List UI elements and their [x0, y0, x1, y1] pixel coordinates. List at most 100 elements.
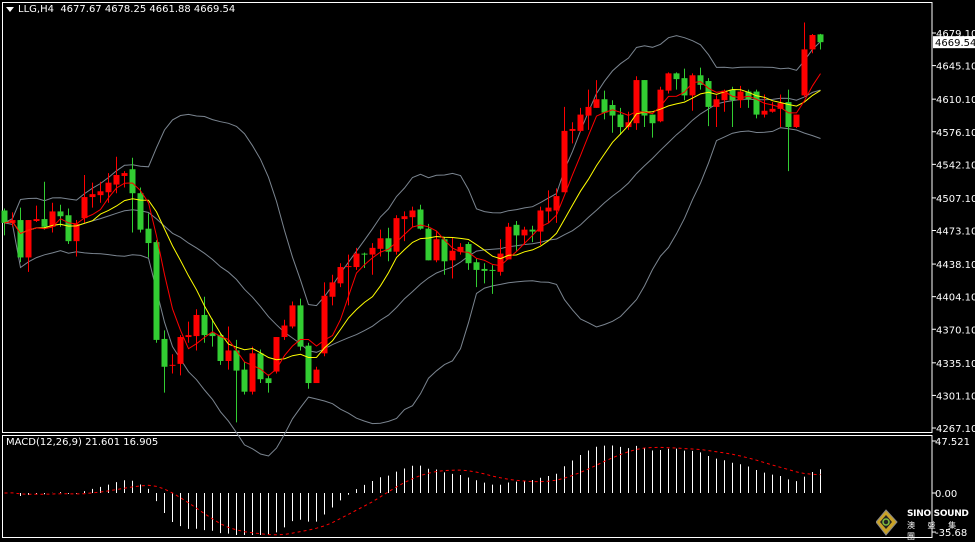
candle-body: [249, 353, 256, 392]
symbol-label: LLG,H4: [18, 4, 54, 15]
candle: [89, 182, 96, 208]
candle: [801, 22, 808, 98]
candle-body: [161, 338, 168, 367]
candle-body: [569, 128, 576, 131]
candle: [17, 207, 24, 263]
candle: [769, 102, 776, 113]
candle: [137, 187, 144, 233]
candle-body: [801, 49, 808, 96]
candle: [201, 296, 208, 343]
candle-body: [17, 220, 24, 258]
candle-body: [601, 99, 608, 113]
candle: [321, 282, 328, 357]
candle-body: [57, 211, 64, 217]
logo-text: SINO SOUND: [907, 509, 969, 519]
dropdown-triangle-icon[interactable]: [6, 6, 14, 12]
candle-body: [521, 229, 528, 236]
candle: [449, 237, 456, 279]
sino-sound-logo-icon: [876, 509, 898, 536]
candle-body: [385, 238, 392, 252]
candle-body: [425, 228, 432, 261]
candle: [33, 205, 40, 222]
candle-body: [137, 193, 144, 230]
candle: [49, 202, 56, 233]
candle-body: [737, 91, 744, 101]
candle: [185, 321, 192, 343]
candle: [753, 89, 760, 119]
candle-body: [153, 242, 160, 340]
candle-body: [257, 353, 264, 380]
ohlc-values: 4677.67 4678.25 4661.88 4669.54: [60, 4, 236, 15]
candle-body: [65, 215, 72, 242]
candle: [721, 89, 728, 112]
macd-tick-label: 0.00: [935, 489, 957, 500]
candle: [57, 204, 64, 227]
candle-body: [793, 114, 800, 128]
candle-body: [105, 182, 112, 193]
candle: [697, 67, 704, 90]
candle: [233, 339, 240, 423]
candle-body: [689, 75, 696, 96]
candle: [241, 361, 248, 395]
candle-body: [809, 35, 816, 50]
candle: [505, 222, 512, 260]
candle-body: [449, 250, 456, 261]
ma-fast-line: [4, 73, 821, 377]
candle-body: [537, 210, 544, 232]
macd-tick-label: -35.68: [935, 528, 967, 539]
candle: [113, 156, 120, 194]
candle: [657, 86, 664, 123]
candle-body: [337, 267, 344, 284]
candle-body: [769, 108, 776, 112]
candle-body: [729, 89, 736, 101]
candle: [1, 208, 8, 236]
candle: [473, 258, 480, 288]
candle: [793, 114, 800, 129]
candle: [489, 265, 496, 294]
candle-body: [465, 244, 472, 264]
candle-body: [489, 269, 496, 271]
candle: [529, 225, 536, 243]
candle-body: [473, 262, 480, 270]
candle: [25, 220, 32, 272]
candle-body: [377, 238, 384, 249]
candle: [601, 90, 608, 120]
price-tick-label: 4507.10: [936, 194, 975, 205]
bollinger-lower-line: [4, 127, 821, 457]
candle: [713, 95, 720, 128]
candle-body: [121, 173, 128, 176]
candle: [497, 239, 504, 276]
candle: [217, 333, 224, 365]
candle-body: [513, 224, 520, 236]
candle: [385, 227, 392, 262]
candle-body: [209, 333, 216, 337]
candle-body: [409, 210, 416, 218]
candle-body: [273, 337, 280, 372]
candle: [121, 171, 128, 188]
candle-body: [545, 207, 552, 212]
candle-body: [49, 211, 56, 227]
candle-body: [289, 305, 296, 327]
candle-body: [193, 314, 200, 337]
candle: [537, 206, 544, 245]
candle: [209, 318, 216, 347]
candle: [569, 122, 576, 144]
candle-body: [217, 335, 224, 361]
macd-label: MACD(12,26,9) 21.601 16.905: [6, 437, 159, 448]
candle: [249, 346, 256, 395]
price-tick-label: 4438.10: [936, 260, 975, 271]
candle-body: [89, 194, 96, 198]
candle-body: [25, 220, 32, 258]
candle-body: [97, 191, 104, 196]
candle-body: [169, 364, 176, 366]
candle-body: [585, 106, 592, 116]
candle-body: [265, 378, 272, 384]
candle: [273, 337, 280, 374]
candle: [265, 374, 272, 393]
candle-body: [81, 197, 88, 219]
candle-body: [393, 218, 400, 252]
candle-body: [761, 110, 768, 115]
macd-pane-frame: [2, 435, 933, 538]
candle: [353, 247, 360, 270]
candle: [297, 298, 304, 351]
